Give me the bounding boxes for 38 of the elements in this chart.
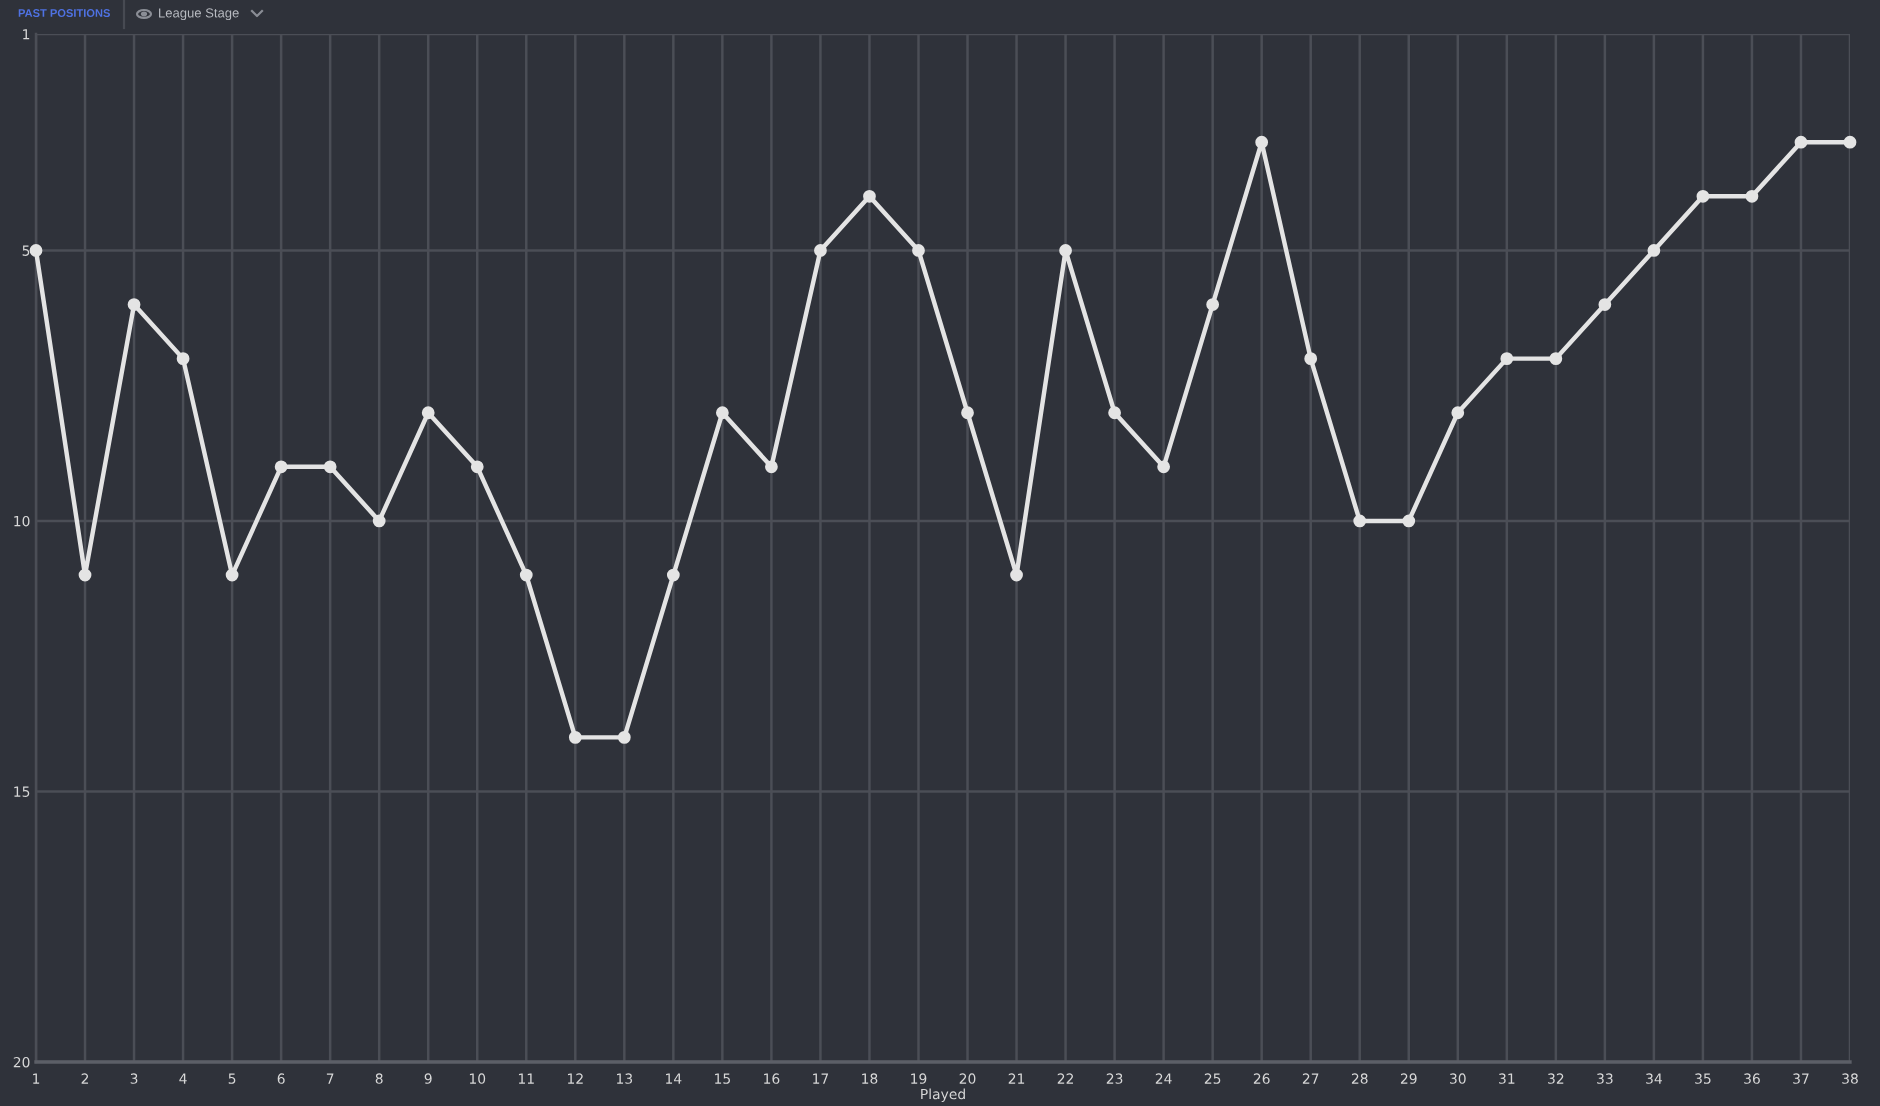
point (1843, 135, 1857, 149)
point (1108, 406, 1121, 420)
point (1353, 514, 1367, 528)
point (765, 460, 778, 474)
point (1549, 352, 1563, 366)
point (1647, 244, 1661, 257)
point (1010, 568, 1023, 582)
point (78, 568, 92, 582)
point (1402, 514, 1416, 528)
point (666, 568, 680, 582)
point (814, 244, 827, 257)
point (1745, 189, 1759, 203)
point (961, 406, 974, 420)
point (568, 730, 582, 744)
point (863, 189, 876, 203)
point (1451, 406, 1465, 420)
point (127, 298, 141, 311)
point (372, 514, 386, 528)
point (519, 568, 533, 582)
point (421, 406, 435, 420)
point (1059, 244, 1072, 257)
point (176, 352, 190, 366)
point (1696, 189, 1710, 203)
point (225, 568, 239, 582)
point (1794, 135, 1808, 149)
point (617, 730, 631, 744)
point (1206, 298, 1220, 311)
point (1500, 352, 1514, 366)
point (1304, 352, 1318, 366)
point (29, 244, 43, 257)
point (1255, 135, 1269, 149)
point (1157, 460, 1171, 474)
point (1598, 298, 1612, 311)
point (470, 460, 484, 474)
point (274, 460, 288, 474)
point (912, 244, 925, 257)
point (715, 406, 729, 420)
point (323, 460, 337, 474)
